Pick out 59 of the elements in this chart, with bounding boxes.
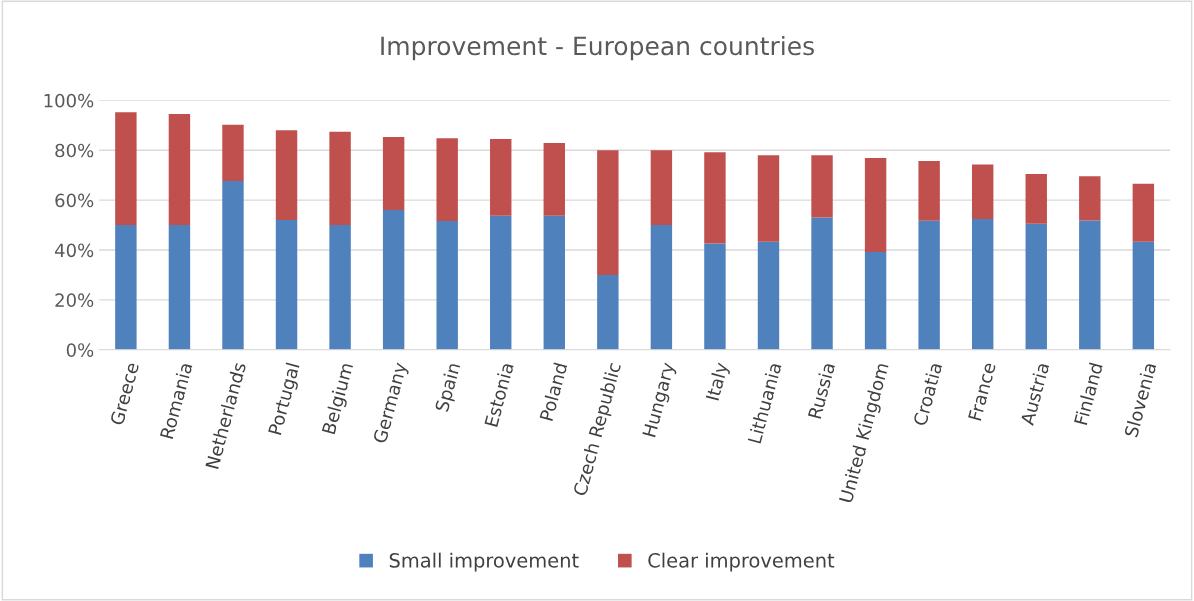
bar <box>757 155 780 242</box>
bar <box>811 155 833 218</box>
bar <box>918 220 940 350</box>
x-tick-label: Greece <box>109 361 140 426</box>
bar <box>115 112 137 226</box>
bar <box>329 131 351 226</box>
x-tick-label: Austria <box>1019 362 1050 426</box>
bar <box>811 217 833 350</box>
bar <box>650 150 673 226</box>
x-tick-label: Finland <box>1073 362 1103 426</box>
bar <box>275 220 298 350</box>
bar <box>222 180 244 350</box>
bar <box>490 139 512 216</box>
bar <box>1132 183 1155 242</box>
bar <box>704 152 726 244</box>
x-tick-label: Estonia <box>483 362 514 427</box>
bar <box>1132 241 1155 350</box>
x-tick-label: Croatia <box>912 362 943 427</box>
bar <box>436 138 458 222</box>
y-tick-label: 40% <box>54 243 94 258</box>
x-tick-label: Poland <box>539 362 568 422</box>
bar <box>382 137 405 211</box>
bar <box>864 252 887 350</box>
bar <box>1079 220 1101 350</box>
bar <box>918 160 940 221</box>
bar <box>382 210 405 350</box>
bar <box>168 114 191 226</box>
bar <box>971 164 994 220</box>
bar <box>543 143 565 216</box>
bar <box>1025 223 1047 350</box>
y-tick-label: 0% <box>66 343 94 357</box>
bar <box>864 157 887 253</box>
bar <box>436 221 458 350</box>
chart-title: Improvement - European countries <box>381 35 814 61</box>
bar <box>971 219 994 350</box>
x-tick-label: Italy <box>705 361 732 402</box>
bar <box>1079 176 1101 221</box>
bar <box>650 225 673 350</box>
legend-label: Small improvement <box>389 552 579 572</box>
bar <box>222 124 244 181</box>
bar <box>1025 173 1047 224</box>
bar <box>115 225 137 350</box>
bar <box>757 241 780 350</box>
bar <box>329 225 351 350</box>
bar <box>597 150 619 275</box>
legend-label: Clear improvement <box>648 552 835 572</box>
bar <box>597 274 619 350</box>
y-tick-label: 100% <box>44 93 94 108</box>
x-tick-label: Russia <box>807 362 836 419</box>
bar <box>543 215 565 350</box>
bar <box>275 130 298 221</box>
bar <box>490 215 512 350</box>
bar <box>168 225 191 350</box>
y-tick-label: 60% <box>55 193 94 208</box>
y-tick-label: 80% <box>55 143 94 158</box>
y-tick-label: 20% <box>55 293 94 308</box>
x-tick-label: Spain <box>434 362 464 413</box>
x-tick-label: France <box>968 361 996 421</box>
bar <box>704 243 726 350</box>
